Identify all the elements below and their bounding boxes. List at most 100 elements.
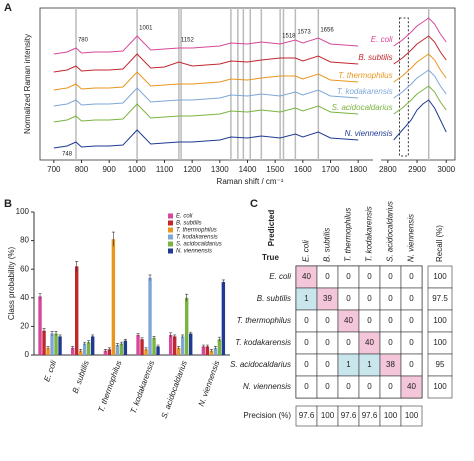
- cell-value: 0: [325, 316, 330, 325]
- column-header: B. subtilis: [323, 228, 332, 262]
- bar: [217, 339, 222, 355]
- spectrum-line: [53, 53, 447, 91]
- spectrum-line: [53, 69, 447, 107]
- precision-cell: [400, 405, 423, 427]
- error-bar: [177, 346, 181, 350]
- y-tick-label: 60: [20, 264, 29, 273]
- error-bar: [91, 334, 95, 338]
- cell-value: 1: [367, 360, 372, 369]
- bar: [221, 282, 226, 355]
- recall-value: 100: [433, 316, 447, 325]
- precision-value: 97.6: [299, 411, 315, 420]
- peak-label: 1656: [320, 28, 334, 34]
- panel-label: A: [4, 2, 12, 14]
- cell-value: 0: [325, 360, 330, 369]
- bar: [38, 296, 42, 355]
- error-bar: [205, 344, 209, 348]
- legend-label: S. acidocaldarius: [176, 242, 222, 248]
- row-header: T. kodakarensis: [235, 338, 291, 347]
- cell-value: 39: [323, 294, 332, 303]
- precision-label: Precision (%): [243, 411, 291, 420]
- error-bar: [173, 334, 177, 338]
- x-tick-label: S. acidocaldarius: [160, 359, 189, 419]
- row-header: B. subtilis: [257, 294, 291, 303]
- bar: [201, 346, 206, 355]
- bar: [169, 334, 173, 355]
- recall-header: Recall (%): [435, 225, 444, 262]
- bar: [54, 333, 58, 355]
- bar: [123, 340, 128, 355]
- x-tick-label: 1400: [239, 165, 257, 174]
- peak-label: 1152: [181, 38, 195, 44]
- x-tick-label: 900: [102, 165, 116, 174]
- x-tick-label: 1700: [322, 165, 340, 174]
- spectrum-line: [53, 85, 447, 123]
- panel-label: B: [4, 198, 12, 210]
- column-header: E. coli: [302, 240, 311, 262]
- cell-value: 1: [304, 294, 309, 303]
- bar: [205, 346, 210, 355]
- x-tick-label: 1500: [266, 165, 284, 174]
- bar: [91, 336, 95, 355]
- cell-value: 40: [344, 316, 353, 325]
- y-tick-label: 80: [20, 236, 29, 245]
- error-bar: [123, 338, 127, 343]
- bar: [87, 342, 91, 355]
- peak-label: 1518: [282, 34, 296, 40]
- bar: [173, 336, 177, 355]
- bar: [144, 349, 148, 355]
- matrix-cell: [400, 375, 423, 399]
- cell-value: 38: [386, 360, 395, 369]
- series-label: B. subtilis: [358, 53, 392, 62]
- y-tick-label: 40: [20, 293, 29, 302]
- error-bar: [209, 348, 213, 353]
- bar: [189, 333, 193, 355]
- bar: [185, 297, 189, 355]
- bar: [75, 266, 79, 355]
- legend-label: T. thermophilus: [176, 228, 217, 234]
- legend-swatch: [168, 220, 173, 226]
- x-axis-label: Raman shift / cm⁻¹: [217, 177, 284, 186]
- cell-value: 0: [325, 272, 330, 281]
- bar: [152, 337, 156, 355]
- legend-label: E. coli: [176, 214, 193, 220]
- error-bar: [189, 331, 193, 335]
- error-bar: [140, 337, 144, 341]
- column-header: S. acidocaldarius: [386, 201, 395, 262]
- error-bar: [152, 336, 156, 340]
- plot-frame: [39, 7, 456, 161]
- series-label: T. thermophilus: [338, 71, 392, 80]
- bar: [119, 343, 124, 355]
- bar: [213, 347, 218, 355]
- cell-value: 0: [346, 294, 351, 303]
- bar: [111, 239, 116, 355]
- column-header: T. thermophilus: [344, 208, 353, 262]
- cell-value: 0: [367, 272, 372, 281]
- error-bar: [169, 332, 173, 338]
- legend-swatch: [168, 241, 173, 247]
- bar: [115, 344, 120, 355]
- legend-label: N. viennensis: [176, 249, 212, 255]
- bar: [42, 330, 46, 355]
- error-bar: [201, 344, 205, 348]
- cell-value: 0: [388, 316, 393, 325]
- cell-value: 40: [365, 338, 374, 347]
- y-tick-label: 100: [16, 207, 30, 216]
- x-tick-label: T. thermophilus: [96, 359, 123, 413]
- error-bar: [103, 348, 107, 353]
- recall-value: 100: [433, 272, 447, 281]
- legend-label: T. kodakarensis: [176, 235, 218, 241]
- series-label: N. viennensis: [345, 129, 393, 138]
- cell-value: 0: [409, 360, 414, 369]
- series-label: S. acidocaldarius: [332, 103, 393, 112]
- cell-value: 0: [409, 294, 414, 303]
- column-header: T. kodakarensis: [365, 206, 374, 262]
- cell-value: 0: [367, 382, 372, 391]
- error-bar: [87, 340, 91, 344]
- cell-value: 0: [388, 294, 393, 303]
- error-bar: [119, 341, 123, 345]
- x-tick-label: 1000: [128, 165, 146, 174]
- bar: [58, 336, 62, 355]
- legend-swatch: [168, 248, 173, 254]
